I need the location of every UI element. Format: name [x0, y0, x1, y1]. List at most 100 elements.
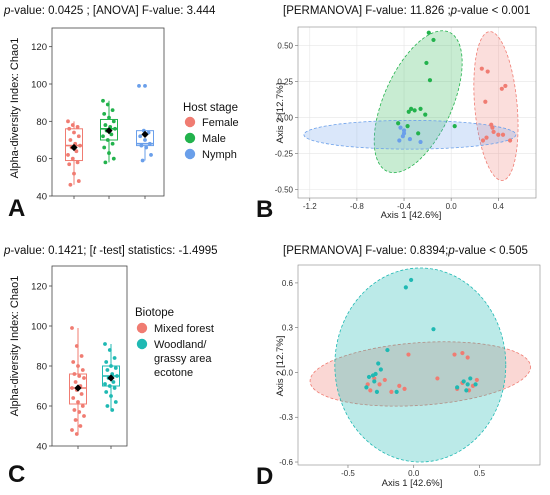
data-point	[424, 60, 429, 66]
data-point	[143, 138, 147, 142]
panel-a-box-female	[65, 119, 83, 199]
panel-b-ytick-label: 0.50	[277, 42, 293, 51]
data-point	[427, 78, 433, 83]
legend-label-mixed-forest: Mixed forest	[154, 323, 214, 335]
panel-b-stat-suffix: -value < 0.001	[457, 5, 530, 17]
panel-d-stat-p: p	[447, 245, 455, 257]
panel-c-stat-suffix: -test] statistics: -1.4995	[96, 245, 217, 257]
panel-c-label: C	[8, 461, 25, 488]
data-point	[76, 400, 80, 404]
panel-c-legend: Mixed forest Woodland/grassy area ecotone	[136, 322, 214, 379]
data-point	[105, 404, 110, 408]
data-point	[71, 396, 76, 400]
data-point	[499, 86, 504, 91]
data-point	[368, 388, 373, 393]
panel-d-stat-suffix: -value < 0.505	[455, 245, 528, 257]
data-point	[105, 102, 110, 107]
data-point	[407, 136, 413, 142]
data-point	[78, 424, 83, 428]
panel-d-ytick-label: -0.3	[279, 413, 293, 422]
legend-label-male: Male	[202, 133, 226, 145]
legend-label-woodland-grassy-area-ecotone: Woodland/	[154, 339, 207, 351]
panel-a: p-value: 0.0425 ; [ANOVA] F-value: 3.444…	[3, 5, 239, 222]
data-point	[82, 414, 86, 418]
data-point	[460, 350, 465, 356]
panel-d-points-woodland-grassy-area-ecotone	[364, 277, 478, 394]
data-point	[394, 389, 399, 394]
panel-c-ytick-label: 60	[36, 402, 47, 413]
panel-d-points-mixed-forest	[365, 350, 479, 394]
panel-c-ytick-label: 80	[36, 362, 47, 373]
panel-a-box-male	[100, 98, 118, 199]
data-point	[82, 376, 86, 380]
data-point	[67, 126, 72, 131]
data-point	[366, 374, 372, 380]
panel-c-stat-prefix: -value: 0.1421; [	[10, 245, 93, 257]
panel-b-points-female	[479, 66, 513, 143]
data-point	[105, 368, 110, 372]
data-point	[70, 326, 74, 330]
data-point	[491, 129, 496, 134]
data-point	[455, 385, 460, 390]
data-point	[452, 124, 457, 129]
data-point	[416, 131, 421, 136]
data-point	[70, 123, 75, 127]
data-point	[72, 130, 76, 135]
data-point	[76, 134, 81, 139]
data-point	[431, 37, 436, 43]
data-point	[78, 143, 82, 148]
data-point	[103, 160, 108, 165]
data-point	[503, 83, 508, 89]
data-point	[73, 418, 78, 422]
data-point	[72, 408, 77, 412]
data-point	[107, 151, 111, 155]
data-point	[113, 366, 118, 370]
data-point	[70, 428, 74, 432]
mean-diamond	[141, 130, 149, 138]
data-point	[68, 138, 73, 142]
outlier-point	[143, 83, 147, 88]
panel-d-stat-text: [PERMANOVA] F-value: 0.8394;p-value < 0.…	[283, 245, 528, 257]
legend-label-female: Female	[202, 117, 239, 129]
data-point	[138, 134, 143, 139]
mean-diamond	[74, 384, 82, 392]
data-point	[396, 121, 401, 126]
data-point	[66, 153, 70, 157]
data-point	[75, 125, 80, 129]
data-point	[406, 352, 411, 357]
data-point	[111, 119, 116, 124]
panel-b-stat-label: [PERMANOVA] F-value: 11.826 ;	[283, 5, 451, 17]
data-point	[110, 408, 115, 412]
data-point	[103, 123, 108, 127]
data-point	[109, 394, 113, 398]
panel-c-stat-t: t	[93, 245, 97, 257]
data-point	[418, 106, 423, 112]
panel-b-frame	[297, 26, 537, 199]
panel-c-ytick-label: 100	[31, 322, 47, 333]
data-point	[74, 149, 79, 154]
data-point	[377, 382, 382, 387]
data-point	[500, 132, 506, 137]
panel-a-frame	[51, 27, 165, 197]
data-point	[76, 364, 80, 368]
data-point	[397, 383, 402, 388]
confidence-ellipse-female	[473, 31, 519, 181]
data-point	[72, 372, 77, 376]
panel-a-box-nymph	[136, 83, 154, 199]
data-point	[464, 388, 469, 393]
data-point	[389, 389, 394, 394]
panel-d-xtick-label: 0.0	[408, 469, 420, 478]
legend-swatch-male	[184, 132, 196, 144]
panel-a-plot	[65, 83, 154, 199]
panel-d-ellipses	[309, 267, 531, 463]
data-point	[75, 160, 80, 165]
panel-d-ytick-label: 0.0	[282, 368, 294, 377]
data-point	[401, 128, 407, 133]
data-point	[401, 131, 407, 136]
panel-c-legend-title: Biotope	[135, 307, 174, 319]
panel-b-xtick-label: -0.4	[397, 202, 411, 211]
panel-b-stat-p: p	[450, 5, 458, 17]
panel-a-label: A	[8, 195, 25, 222]
confidence-ellipse-mixed-forest	[309, 341, 531, 407]
panel-c-frame	[51, 265, 128, 447]
